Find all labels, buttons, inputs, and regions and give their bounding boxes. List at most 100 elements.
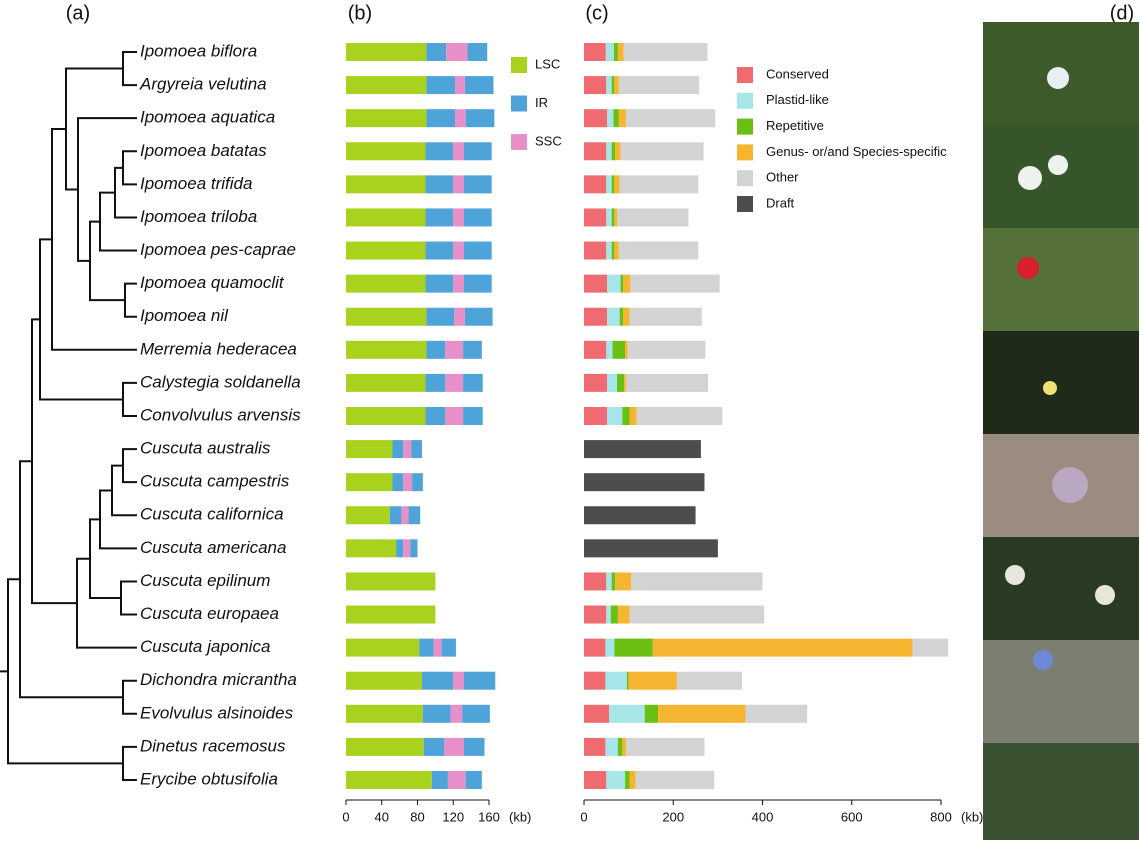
species-label: Ipomoea pes-caprae bbox=[140, 240, 296, 259]
x-tick-label: 0 bbox=[342, 809, 349, 824]
bar-segment bbox=[584, 704, 609, 723]
bar-segment bbox=[606, 76, 612, 95]
bar-segment bbox=[403, 539, 411, 558]
species-label: Ipomoea trifida bbox=[140, 174, 252, 193]
bar-segment bbox=[426, 307, 455, 326]
bar-segment bbox=[607, 406, 623, 425]
bar-segment bbox=[584, 43, 606, 61]
bar-segment bbox=[629, 406, 637, 425]
bar-segment bbox=[614, 638, 653, 657]
bar-segment bbox=[346, 671, 422, 690]
bar-segment bbox=[606, 605, 611, 624]
species-label: Cuscuta epilinum bbox=[140, 571, 270, 590]
bar-segment bbox=[426, 340, 446, 359]
bar-segment bbox=[346, 373, 426, 392]
bar-segment bbox=[636, 406, 723, 425]
x-tick-label: 200 bbox=[662, 809, 684, 824]
bar-segment bbox=[606, 142, 612, 161]
bar-segment bbox=[426, 76, 456, 95]
bar-segment bbox=[425, 142, 454, 161]
bar-segment bbox=[611, 142, 616, 161]
x-tick-label: 160 bbox=[478, 809, 500, 824]
bar-segment bbox=[617, 737, 623, 756]
bar-segment bbox=[912, 638, 949, 657]
bar-segment bbox=[584, 76, 607, 95]
bar-segment bbox=[584, 175, 607, 194]
bar-segment bbox=[346, 142, 426, 161]
bar-segment bbox=[625, 770, 630, 789]
x-tick-label: 0 bbox=[580, 809, 587, 824]
photos bbox=[983, 22, 1139, 840]
bar-segment bbox=[606, 241, 612, 260]
bar-segment bbox=[584, 340, 607, 359]
bar-segment bbox=[625, 373, 709, 392]
bar-segment bbox=[606, 340, 613, 359]
bar-segment bbox=[346, 770, 432, 789]
bar-segment bbox=[346, 704, 423, 723]
bar-segment bbox=[623, 43, 708, 61]
bar-segment bbox=[617, 373, 625, 392]
species-label: Evolvulus alsinoides bbox=[140, 703, 294, 722]
bar-segment bbox=[606, 770, 626, 789]
bar-segment bbox=[606, 175, 612, 194]
bar-segment bbox=[463, 274, 492, 293]
bar-segment bbox=[423, 737, 445, 756]
legend-label: LSC bbox=[535, 56, 560, 71]
bar-segment bbox=[445, 406, 464, 425]
bar-segment bbox=[425, 208, 454, 227]
bar-segment bbox=[441, 638, 456, 657]
bar-segment bbox=[615, 142, 621, 161]
species-label: Cuscuta californica bbox=[140, 505, 284, 524]
legend-swatch bbox=[737, 196, 753, 212]
bar-segment bbox=[611, 175, 615, 194]
flower bbox=[1033, 650, 1053, 670]
species-label: Argyreia velutina bbox=[139, 75, 267, 94]
bar-segment bbox=[453, 241, 464, 260]
bar-segment bbox=[611, 572, 616, 591]
bar-segment bbox=[453, 208, 464, 227]
bar-segment bbox=[611, 208, 615, 227]
bar-segment bbox=[411, 440, 422, 459]
bar-segment bbox=[611, 76, 615, 95]
legend-label: Draft bbox=[766, 195, 795, 210]
bar-segment bbox=[605, 638, 615, 657]
bar-segment bbox=[453, 274, 464, 293]
bar-segment bbox=[346, 43, 427, 61]
panel-label: (d) bbox=[1110, 2, 1134, 24]
legend-swatch bbox=[737, 170, 753, 187]
photo bbox=[983, 743, 1139, 840]
bar-segment bbox=[389, 506, 402, 525]
flower bbox=[1043, 381, 1057, 395]
legend-swatch bbox=[511, 134, 527, 150]
legend-swatch bbox=[737, 92, 753, 109]
legend-label: Repetitive bbox=[766, 118, 824, 133]
legend-label: Plastid-like bbox=[766, 92, 829, 107]
bar-segment bbox=[630, 274, 720, 293]
bar-segment bbox=[584, 473, 705, 492]
bar-segment bbox=[346, 208, 426, 227]
bar-segment bbox=[619, 175, 699, 194]
bar-segment bbox=[745, 704, 808, 723]
legend-label: Genus- or/and Species-specific bbox=[766, 144, 947, 159]
bar-segment bbox=[422, 704, 451, 723]
tree bbox=[0, 51, 137, 781]
species-label: Ipomoea nil bbox=[140, 306, 229, 325]
bar-segment bbox=[462, 704, 490, 723]
bar-segment bbox=[463, 406, 483, 425]
bar-segment bbox=[410, 539, 418, 558]
flower bbox=[1052, 467, 1088, 503]
bar-segment bbox=[620, 142, 704, 161]
bar-segment bbox=[425, 274, 454, 293]
bar-segment bbox=[584, 440, 701, 459]
flower bbox=[1095, 585, 1115, 605]
bar-segment bbox=[629, 307, 702, 326]
bar-segment bbox=[584, 539, 718, 558]
bar-segment bbox=[584, 274, 608, 293]
bar-segment bbox=[644, 704, 659, 723]
bar-segment bbox=[584, 208, 607, 227]
species-label: Dichondra micrantha bbox=[140, 670, 297, 689]
bar-segment bbox=[455, 109, 466, 128]
bar-segment bbox=[463, 175, 492, 194]
bar-segment bbox=[446, 43, 468, 61]
